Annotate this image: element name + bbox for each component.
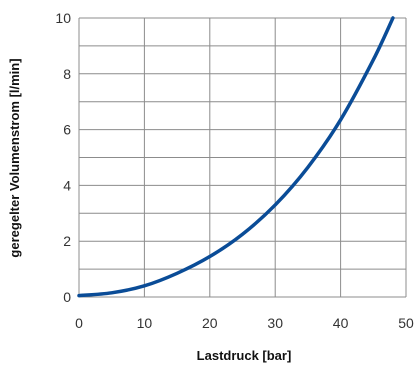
x-tick-label: 50 bbox=[398, 315, 414, 331]
y-tick-label: 10 bbox=[55, 10, 71, 26]
y-tick-label: 2 bbox=[63, 233, 71, 249]
y-axis-title: geregelter Volumenstrom [l/min] bbox=[7, 58, 22, 257]
grid-lines bbox=[78, 17, 407, 298]
x-tick-label: 30 bbox=[267, 315, 283, 331]
series-line-0 bbox=[77, 16, 395, 298]
y-tick-label: 0 bbox=[63, 289, 71, 305]
y-tick-label: 6 bbox=[63, 122, 71, 138]
x-tick-label: 20 bbox=[202, 315, 218, 331]
x-tick-label: 40 bbox=[333, 315, 349, 331]
x-axis-ticks: 0 10 20 30 40 50 bbox=[75, 315, 414, 331]
y-tick-label: 4 bbox=[63, 177, 71, 193]
x-tick-label: 10 bbox=[137, 315, 153, 331]
x-axis-title: Lastdruck [bar] bbox=[197, 348, 292, 363]
x-tick-label: 0 bbox=[75, 315, 83, 331]
y-axis-ticks: 0 2 4 6 8 10 bbox=[55, 10, 71, 305]
y-tick-label: 8 bbox=[63, 66, 71, 82]
series-layer bbox=[77, 16, 395, 298]
